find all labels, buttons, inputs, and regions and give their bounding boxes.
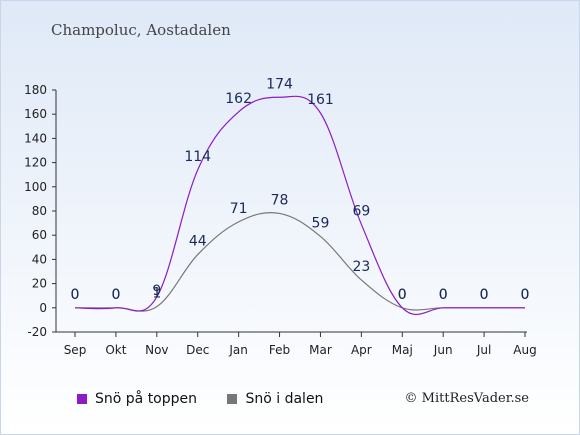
series-line-valley	[74, 211, 525, 312]
x-tick-label: Feb	[269, 343, 290, 357]
legend: Snö på toppen Snö i dalen	[77, 391, 349, 408]
data-label-top: 174	[266, 76, 293, 92]
data-label-top: 0	[439, 287, 448, 303]
data-label-valley: 0	[439, 287, 448, 303]
x-tick-label: Jul	[476, 343, 491, 357]
y-tick-label: 140	[24, 131, 47, 145]
data-label-top: 0	[71, 287, 80, 303]
y-tick-label: 180	[24, 83, 47, 97]
data-label-top: 69	[352, 203, 370, 219]
x-tick-label: Dec	[186, 343, 209, 357]
y-tick-label: 20	[32, 277, 47, 291]
x-tick-label: Mar	[309, 343, 332, 357]
data-label-top: 162	[225, 91, 252, 107]
data-label-valley: 78	[271, 192, 289, 208]
data-label-top: 0	[398, 287, 407, 303]
series-line-top	[74, 95, 525, 316]
data-label-valley: 59	[312, 215, 330, 231]
y-tick-label: 160	[24, 107, 47, 121]
data-label-top: 0	[521, 287, 530, 303]
data-label-valley: 0	[521, 287, 530, 303]
x-tick-label: Apr	[351, 343, 372, 357]
data-label-top: 161	[307, 92, 334, 108]
x-tick-label: Maj	[392, 343, 413, 357]
credit-text: © MittResVader.se	[404, 391, 529, 406]
y-tick-label: -20	[27, 325, 47, 339]
data-label-top: 0	[111, 287, 120, 303]
data-label-valley: 23	[352, 259, 370, 275]
y-tick-label: 40	[32, 252, 47, 266]
data-label-valley: 0	[480, 287, 489, 303]
y-tick-label: 60	[32, 228, 47, 242]
x-tick-label: Jun	[433, 343, 453, 357]
x-tick-label: Sep	[64, 343, 87, 357]
series-lines	[74, 95, 525, 316]
legend-label-top: Snö på toppen	[95, 391, 198, 407]
data-label-valley: 1	[152, 286, 161, 302]
legend-item-top: Snö på toppen	[77, 391, 197, 407]
legend-label-valley: Snö i dalen	[245, 391, 324, 407]
x-tick-label: Jan	[228, 343, 248, 357]
y-tick-label: 80	[32, 204, 47, 218]
data-label-valley: 0	[111, 287, 120, 303]
y-tick-label: 100	[24, 180, 47, 194]
x-tick-label: Aug	[513, 343, 536, 357]
chart-title: Champoluc, Aostadalen	[51, 21, 231, 39]
x-tick-label: Okt	[105, 343, 126, 357]
x-tick-label: Nov	[145, 343, 168, 357]
data-label-top: 0	[480, 287, 489, 303]
data-label-valley: 0	[398, 287, 407, 303]
legend-swatch-valley	[227, 394, 238, 404]
y-tick-label: 120	[24, 156, 47, 170]
data-label-valley: 0	[71, 287, 80, 303]
data-label-valley: 71	[230, 201, 248, 217]
data-label-valley: 44	[189, 234, 207, 250]
y-tick-label: 0	[39, 301, 47, 315]
data-label-top: 9	[152, 283, 161, 299]
legend-swatch-top	[77, 394, 87, 404]
legend-item-valley: Snö i dalen	[227, 391, 323, 407]
data-label-top: 114	[184, 149, 211, 165]
